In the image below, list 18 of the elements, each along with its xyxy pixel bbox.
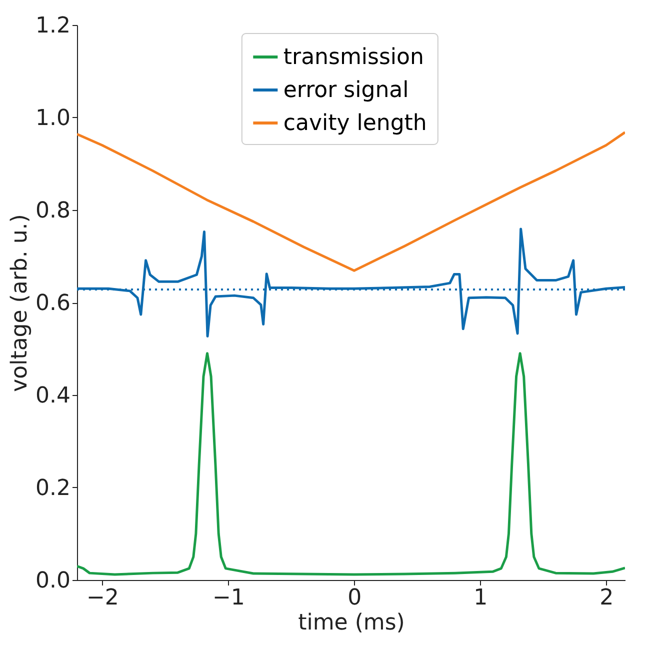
legend-label: transmission xyxy=(283,45,424,70)
x-axis-title: time (ms) xyxy=(298,610,405,636)
y-axis-title: voltage (arb. u.) xyxy=(8,214,33,392)
y-tick-label: 0.4 xyxy=(36,384,70,408)
line-series xyxy=(77,352,625,576)
x-tick-label: −2 xyxy=(86,586,119,610)
y-tick-label: 0.0 xyxy=(36,568,70,594)
y-tick-label: 1.2 xyxy=(36,14,70,38)
y-tick-label: 0.8 xyxy=(36,198,70,224)
legend-label: error signal xyxy=(283,78,409,103)
y-tick-label: 1.0 xyxy=(36,106,70,131)
x-tick-label: 0 xyxy=(348,586,362,610)
y-tick-label: 0.2 xyxy=(36,476,70,501)
legend-label: cavity length xyxy=(283,111,427,136)
x-tick-label: 2 xyxy=(600,586,614,610)
y-tick-label: 0.6 xyxy=(36,291,70,316)
x-tick-label: 1 xyxy=(474,586,488,610)
x-tick-label: −1 xyxy=(212,586,245,610)
